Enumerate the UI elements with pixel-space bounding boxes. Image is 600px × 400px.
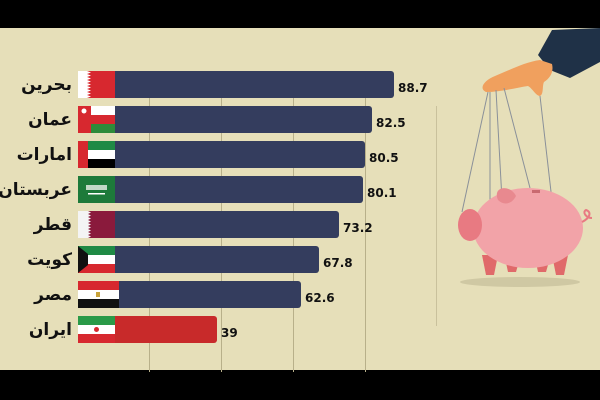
bar-row-iran: ایران 39	[0, 316, 600, 344]
bar-row-kuwait: کویت 67.8	[0, 246, 600, 274]
value-label: 80.1	[367, 186, 397, 200]
saudi-flag-icon	[78, 176, 115, 203]
qatar-flag-icon	[78, 211, 115, 238]
oman-flag-icon	[78, 106, 115, 133]
egypt-flag-icon	[78, 281, 119, 308]
bar	[78, 281, 301, 308]
kuwait-flag-icon	[78, 246, 115, 273]
bar-row-saudi-arabia: عربستان 80.1	[0, 176, 600, 204]
value-label: 67.8	[323, 256, 353, 270]
puppet-piggy-bank-illustration	[440, 0, 600, 300]
value-label: 80.5	[369, 151, 399, 165]
value-label: 73.2	[343, 221, 373, 235]
value-label: 82.5	[376, 116, 406, 130]
value-label: 39	[221, 326, 238, 340]
bar-row-bahrain: بحرین 88.7	[0, 71, 600, 99]
bar	[78, 246, 319, 273]
value-label: 88.7	[398, 81, 428, 95]
category-label: مصر	[34, 285, 72, 305]
category-label: کویت	[27, 250, 72, 270]
category-label: بحرین	[21, 75, 72, 95]
grid-line	[365, 98, 366, 372]
bar	[78, 316, 217, 343]
category-label: عمان	[28, 110, 72, 130]
bar	[78, 211, 339, 238]
bar	[78, 141, 365, 168]
bar	[78, 71, 394, 98]
bar-row-qatar: قطر 73.2	[0, 211, 600, 239]
value-label: 62.6	[305, 291, 335, 305]
bar	[78, 176, 363, 203]
bar-row-egypt: مصر 62.6	[0, 281, 600, 309]
uae-flag-icon	[78, 141, 115, 168]
bar-row-oman: عمان 82.5	[0, 106, 600, 134]
category-label: قطر	[33, 215, 72, 235]
category-label: امارات	[16, 145, 72, 165]
iran-flag-icon	[78, 316, 115, 343]
section-divider	[436, 106, 437, 326]
bahrain-flag-icon	[78, 71, 115, 98]
bar-row-uae: امارات 80.5	[0, 141, 600, 169]
bar	[78, 106, 372, 133]
piggy-bank-icon	[458, 28, 600, 287]
category-label: عربستان	[0, 180, 72, 200]
category-label: ایران	[28, 320, 72, 340]
